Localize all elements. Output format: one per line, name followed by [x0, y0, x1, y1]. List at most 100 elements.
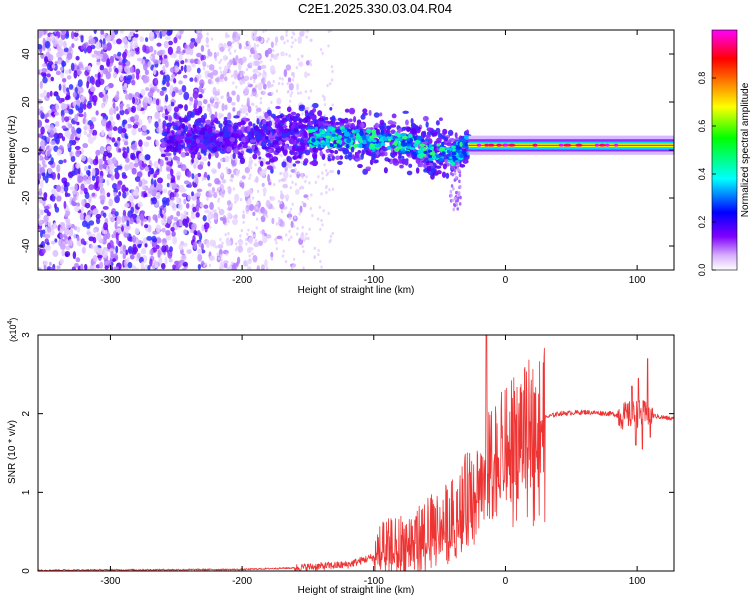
spectrogram-ridge-blob: [325, 116, 329, 121]
spectrogram-noise-blob: [262, 83, 267, 90]
spectrogram-noise-blob: [155, 224, 162, 233]
spectrogram-noise-blob: [93, 263, 97, 270]
spectrogram-bright-spot: [380, 129, 384, 135]
spectrogram-noise-blob: [49, 195, 53, 201]
spectrogram-noise-blob: [80, 263, 84, 270]
spectrogram-ridge-blob: [462, 159, 469, 164]
spectrogram-bright-spot: [436, 143, 441, 147]
spectrogram-noise-blob: [56, 265, 61, 270]
spectrogram-noise-blob: [329, 234, 333, 238]
spectrogram-noise-blob: [317, 248, 320, 253]
spectrogram-noise-blob: [270, 41, 274, 48]
spectrogram-noise-blob: [119, 246, 124, 252]
spectrogram-ridge-blob: [166, 145, 171, 150]
snr-xlabel: Height of straight line (km): [298, 585, 415, 596]
spectrogram-noise-blob: [206, 174, 211, 181]
spectrogram-ridge-blob: [402, 110, 409, 114]
spectrogram-ridge-blob: [317, 110, 323, 117]
spectrogram-ridge-blob: [337, 169, 341, 175]
spectrogram-noise-blob: [164, 36, 171, 41]
spectrogram-bright-spot: [315, 133, 321, 137]
spectrogram-noise-blob: [47, 167, 53, 175]
spectrogram-hot-spot: [476, 143, 482, 147]
spectrogram-noise-blob: [301, 225, 304, 229]
spectrogram-noise-blob: [68, 239, 73, 247]
spectrogram-ridge-blob: [222, 130, 227, 135]
spectrogram-noise-blob: [95, 41, 102, 50]
spectrogram-noise-blob: [69, 151, 73, 158]
spectrogram-noise-blob: [227, 112, 232, 120]
spectrogram-noise-blob: [262, 30, 265, 34]
spectrogram-noise-blob: [180, 213, 184, 221]
spectrogram-noise-blob: [254, 60, 261, 66]
spectrogram-noise-blob: [116, 218, 122, 225]
spectrogram-noise-blob: [317, 175, 320, 179]
snr-multiplier-exponent: 4: [7, 320, 14, 324]
spectrogram-noise-blob: [72, 91, 77, 98]
spectrogram-noise-blob: [170, 168, 174, 177]
spectrogram-ridge-blob: [249, 139, 256, 143]
spectrogram-bright-spot: [451, 145, 456, 149]
spectrogram-noise-blob: [214, 111, 218, 119]
spectrogram-ridge-blob: [233, 133, 240, 139]
spectrogram-hot-spot: [575, 143, 583, 147]
spectrogram-noise-blob: [63, 200, 67, 209]
spectrogram-bright-spot: [451, 151, 457, 156]
spectrogram-noise-blob: [39, 179, 44, 189]
spectrogram-noise-blob: [216, 97, 219, 102]
spectrogram-noise-blob: [173, 36, 178, 44]
spectrogram-noise-blob: [147, 265, 151, 270]
spectrogram-noise-blob: [244, 45, 247, 50]
spectrogram-noise-blob: [221, 241, 224, 245]
snr-multiplier: (x104): [7, 318, 18, 342]
spectrogram-noise-blob: [74, 87, 78, 94]
spectrogram-ridge-blob: [299, 145, 306, 152]
spectrogram-noise-blob: [197, 263, 202, 270]
spectrogram-bright-spot: [365, 128, 372, 134]
spectrogram-noise-blob: [284, 260, 288, 264]
spectrogram-noise-blob: [254, 239, 258, 243]
spectrogram-noise-blob: [77, 175, 82, 184]
spectrogram-ridge-blob: [210, 121, 214, 126]
spectrogram-bright-spot: [331, 127, 336, 131]
spectrogram-noise-blob: [197, 248, 203, 255]
spectrogram-noise-blob: [119, 30, 124, 34]
spectrogram-ylabel: Frequency (Hz): [7, 116, 18, 185]
spectrogram-ridge-blob: [238, 143, 243, 148]
spectrogram-noise-blob: [117, 51, 122, 57]
spectrogram-ridge-blob: [411, 127, 417, 135]
spectrogram-noise-blob: [231, 261, 234, 265]
spectrogram-noise-blob: [223, 65, 228, 73]
spectrogram-noise-blob: [182, 49, 186, 54]
spectrogram-ridge-blob: [173, 142, 179, 148]
spectrogram-noise-blob: [158, 118, 161, 123]
spectrogram-ridge-blob: [257, 150, 261, 156]
spectrogram-noise-blob: [91, 175, 96, 182]
spectrogram-noise-blob: [190, 37, 196, 43]
spectrogram-noise-blob: [241, 78, 247, 82]
spectrogram-noise-blob: [262, 233, 265, 238]
spectrogram-ridge-blob: [248, 121, 253, 127]
spectrogram-ridge-blob: [290, 111, 297, 116]
spectrogram-ridge-blob: [281, 161, 287, 168]
spectrogram-noise-blob: [272, 206, 275, 210]
spectrogram-ridge-blob: [223, 119, 228, 126]
spectrogram-ridge-blob: [227, 125, 232, 132]
spectrogram-ridge-blob: [294, 143, 298, 149]
spectrogram-noise-blob: [286, 165, 289, 169]
spectrogram-noise-blob: [69, 228, 74, 237]
spectrogram-noise-blob: [181, 188, 187, 193]
spectrogram-noise-blob: [143, 63, 148, 71]
spectrogram-noise-blob: [104, 265, 109, 270]
spectrogram-noise-blob: [263, 213, 266, 218]
spectrogram-tail-blob: [452, 207, 455, 212]
spectrogram-noise-blob: [49, 266, 56, 270]
spectrogram-noise-blob: [81, 199, 85, 207]
spectrogram-noise-blob: [184, 104, 188, 112]
spectrogram-noise-blob: [209, 239, 215, 247]
spectrogram-ridge-blob: [161, 141, 166, 148]
spectrogram-noise-blob: [56, 95, 60, 101]
spectrogram-ridge-blob: [221, 144, 225, 148]
spectrogram-ridge-blob: [167, 128, 171, 134]
spectrogram-noise-blob: [83, 187, 88, 195]
